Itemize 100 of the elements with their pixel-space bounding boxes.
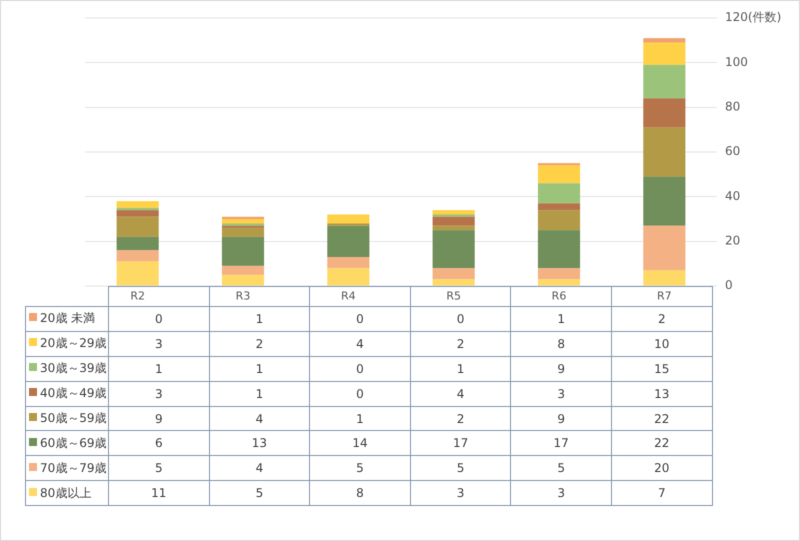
data-label: 2 — [410, 406, 511, 431]
bar — [643, 270, 686, 286]
data-label: 8 — [510, 331, 612, 356]
data-label: 5 — [108, 456, 210, 481]
legend-label: 80歳以上 — [26, 480, 108, 506]
data-label: 2 — [611, 306, 712, 332]
data-label: 9 — [510, 406, 612, 431]
legend-label: 20歳 未満 — [26, 306, 108, 332]
bar — [538, 268, 580, 280]
bar — [432, 216, 475, 226]
x-tick-label: R5 — [446, 289, 461, 302]
y-tick-label: 60 — [725, 144, 740, 158]
data-label: 22 — [611, 406, 712, 431]
bar — [643, 98, 686, 128]
data-label: 5 — [209, 480, 310, 506]
data-label: 0 — [310, 306, 410, 332]
data-label: 20 — [611, 456, 712, 481]
data-label: 4 — [209, 456, 310, 481]
bar — [222, 228, 264, 237]
data-label: 4 — [310, 331, 410, 356]
data-label: 9 — [510, 356, 612, 382]
bar — [643, 127, 686, 177]
bar — [432, 210, 475, 215]
legend-label: 20歳～29歳 — [26, 331, 108, 356]
data-label: 3 — [108, 331, 210, 356]
y-tick-label: 0 — [725, 278, 733, 292]
bar — [643, 64, 686, 98]
x-tick-label: R6 — [552, 289, 566, 302]
bar — [327, 256, 370, 268]
data-label: 22 — [611, 430, 712, 456]
bar — [116, 261, 159, 286]
data-label: 1 — [209, 356, 310, 382]
bar — [432, 230, 475, 268]
bar — [116, 250, 159, 262]
x-tick-label: R7 — [657, 289, 672, 302]
data-label: 6 — [108, 430, 210, 456]
data-label: 3 — [510, 480, 612, 506]
data-label: 11 — [108, 480, 210, 506]
bar — [538, 279, 580, 286]
data-label: 5 — [310, 456, 410, 481]
data-label: 1 — [510, 306, 612, 332]
data-label: 14 — [310, 430, 410, 456]
x-tick-label: R2 — [130, 289, 145, 302]
bar — [222, 236, 264, 266]
data-label: 1 — [108, 356, 210, 382]
y-tick-label: 120(件数) — [725, 10, 782, 24]
legend-label: 30歳～39歳 — [26, 356, 108, 382]
legend-label: 70歳～79歳 — [26, 456, 108, 481]
bar — [116, 210, 159, 217]
data-label: 15 — [611, 356, 712, 382]
bar — [432, 226, 475, 230]
bar — [643, 38, 686, 43]
bar — [222, 266, 264, 275]
bar — [643, 42, 686, 65]
data-label: 5 — [510, 456, 612, 481]
data-label: 1 — [209, 381, 310, 406]
data-label: 17 — [410, 430, 511, 456]
legend-label: 40歳～49歳 — [26, 381, 108, 406]
bar — [222, 274, 264, 286]
bar — [643, 176, 686, 226]
bar — [643, 226, 686, 270]
legend-label: 50歳～59歳 — [26, 406, 108, 431]
bar — [116, 201, 159, 208]
bar — [538, 203, 580, 210]
data-label: 10 — [611, 331, 712, 356]
data-label: 8 — [310, 480, 410, 506]
data-label: 17 — [510, 430, 612, 456]
bar — [116, 236, 159, 250]
data-label: 3 — [108, 381, 210, 406]
bar — [538, 230, 580, 268]
data-label: 0 — [310, 356, 410, 382]
y-tick-label: 20 — [725, 233, 740, 248]
data-label: 4 — [410, 381, 511, 406]
data-label: 3 — [410, 480, 511, 506]
bar — [327, 226, 370, 257]
data-label: 3 — [510, 381, 612, 406]
data-label: 1 — [209, 306, 310, 332]
bar — [538, 165, 580, 184]
bar — [116, 216, 159, 237]
data-label: 2 — [209, 331, 310, 356]
data-label: 1 — [310, 406, 410, 431]
y-tick-label: 80 — [725, 99, 740, 114]
bar — [538, 183, 580, 204]
data-label: 0 — [410, 306, 511, 332]
bar — [432, 279, 475, 286]
x-tick-label: R3 — [236, 289, 250, 302]
data-label: 1 — [410, 356, 511, 382]
data-label: 4 — [209, 406, 310, 431]
x-tick-label: R4 — [341, 289, 356, 302]
data-label: 13 — [611, 381, 712, 406]
bar — [222, 219, 264, 224]
bar — [432, 268, 475, 280]
data-label: 9 — [108, 406, 210, 431]
data-label: 7 — [611, 480, 712, 506]
y-tick-label: 40 — [725, 188, 740, 203]
legend-label: 60歳～69歳 — [26, 430, 108, 456]
data-label: 13 — [209, 430, 310, 456]
bar — [327, 268, 370, 286]
data-label: 2 — [410, 331, 511, 356]
bar — [538, 210, 580, 230]
